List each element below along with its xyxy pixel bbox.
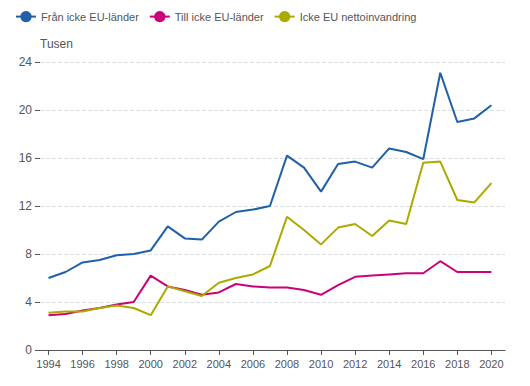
svg-text:0: 0 [25, 343, 32, 357]
svg-text:Till icke EU-länder: Till icke EU-länder [175, 11, 264, 23]
svg-text:2020: 2020 [479, 358, 503, 370]
svg-text:Tusen: Tusen [40, 37, 73, 51]
svg-text:Från icke EU-länder: Från icke EU-länder [41, 11, 139, 23]
svg-text:20: 20 [19, 103, 33, 117]
svg-text:8: 8 [25, 247, 32, 261]
svg-text:12: 12 [19, 199, 33, 213]
svg-text:2016: 2016 [411, 358, 435, 370]
svg-text:Icke EU nettoinvandring: Icke EU nettoinvandring [300, 11, 417, 23]
svg-text:2010: 2010 [309, 358, 333, 370]
svg-text:2014: 2014 [377, 358, 401, 370]
svg-text:2012: 2012 [343, 358, 367, 370]
svg-text:2006: 2006 [241, 358, 265, 370]
svg-text:16: 16 [19, 151, 33, 165]
svg-text:1994: 1994 [36, 358, 60, 370]
svg-text:2008: 2008 [275, 358, 299, 370]
svg-text:24: 24 [19, 55, 33, 69]
svg-text:2000: 2000 [138, 358, 162, 370]
svg-text:2004: 2004 [207, 358, 231, 370]
svg-text:2018: 2018 [445, 358, 469, 370]
svg-text:1996: 1996 [70, 358, 94, 370]
svg-text:1998: 1998 [104, 358, 128, 370]
svg-text:4: 4 [25, 295, 32, 309]
svg-text:2002: 2002 [173, 358, 197, 370]
